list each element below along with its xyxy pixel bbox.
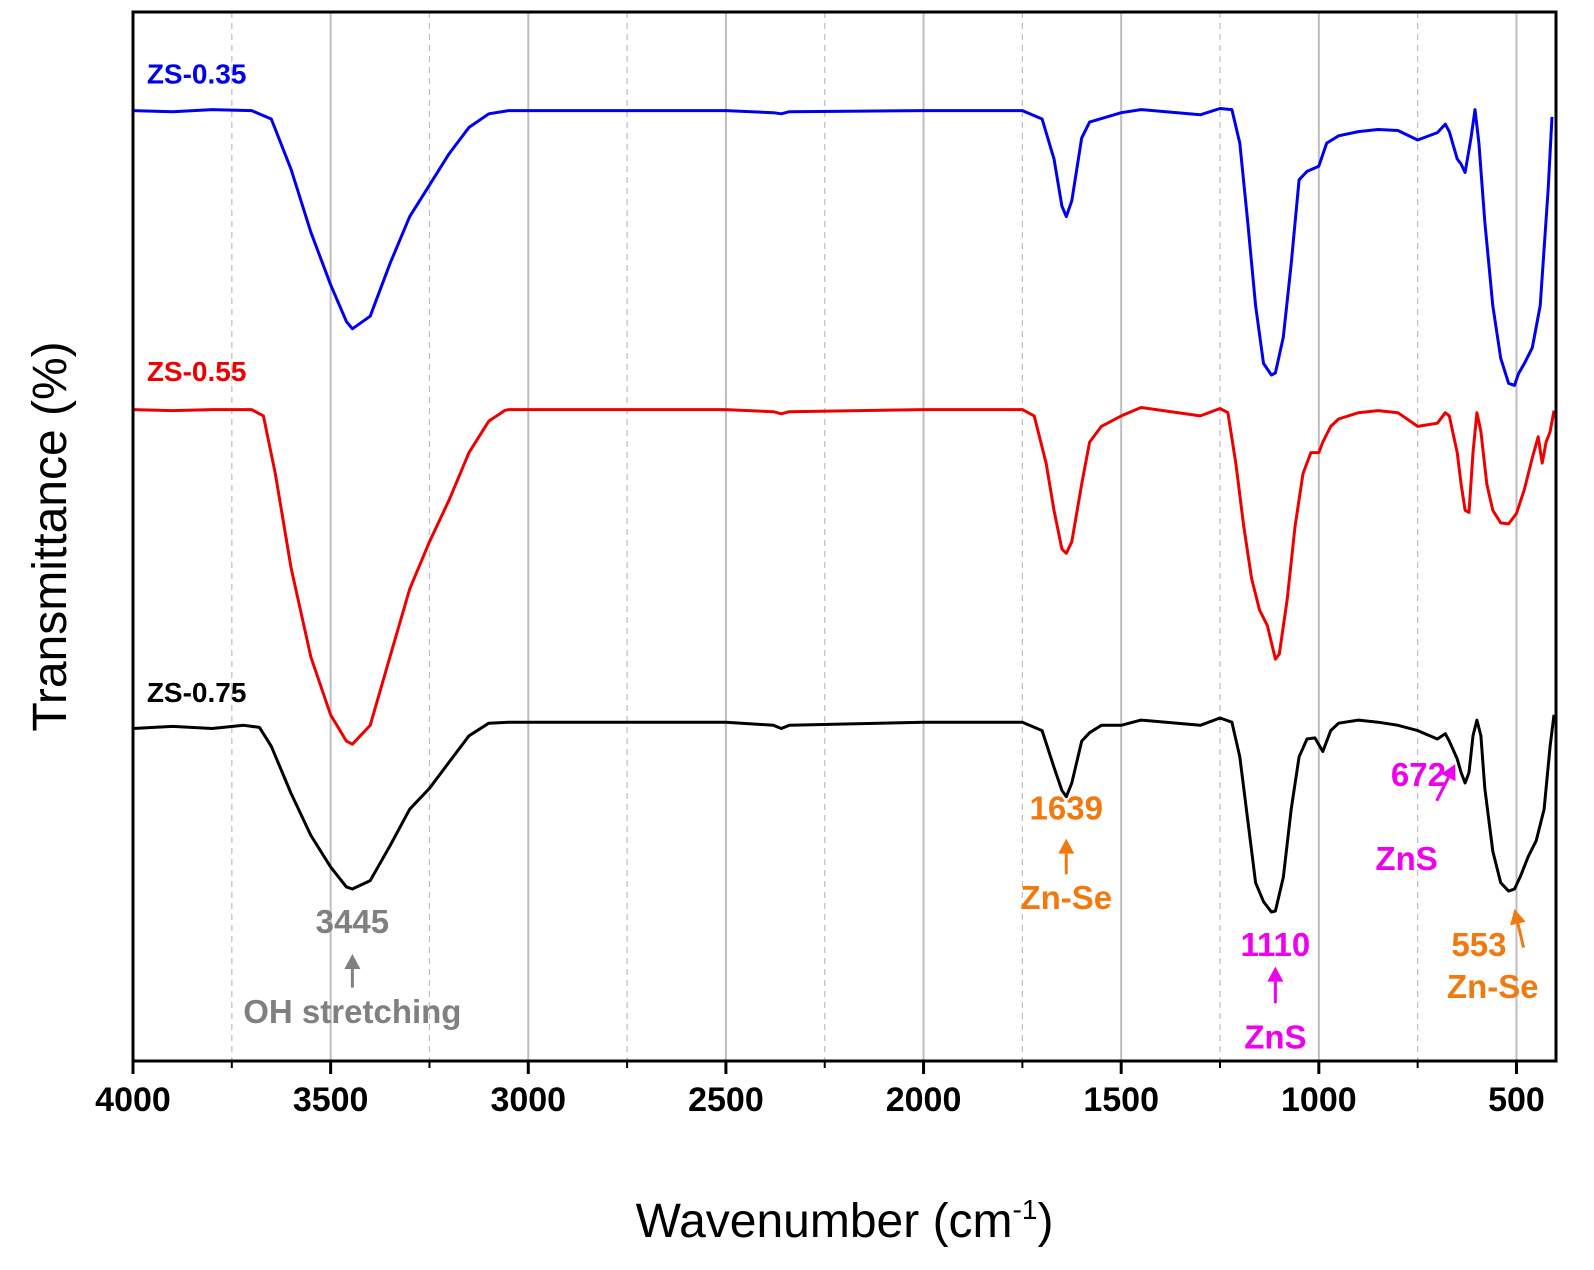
x-axis-ticks: 4000 3500 3000 2500 2000 1500 1000 500 — [95, 1061, 1545, 1119]
annotation-arrow-head — [1441, 764, 1456, 782]
x-tick-label: 2000 — [886, 1081, 962, 1119]
annotation-arrow-head — [1058, 838, 1075, 854]
annotation-arrow-shaft — [1516, 923, 1526, 949]
x-tick-label: 3000 — [490, 1081, 566, 1119]
peak-value-label: 1639 — [1030, 790, 1103, 827]
series-label: ZS-0.55 — [147, 356, 247, 387]
x-tick-label: 3500 — [293, 1081, 369, 1119]
peak-annotation: 1639 Zn-Se — [1020, 790, 1112, 916]
x-tick-label: 1500 — [1083, 1081, 1159, 1119]
peak-assignment-label: ZnS — [1375, 840, 1437, 877]
x-axis-title-main: Wavenumber (cm — [636, 1195, 1013, 1248]
peak-value-label: 1110 — [1240, 926, 1310, 963]
x-axis-title: Wavenumber (cm-1) — [636, 1194, 1054, 1248]
annotation-arrow-shaft — [1435, 776, 1450, 802]
series-labels: ZS-0.35 ZS-0.55 ZS-0.75 — [147, 58, 247, 708]
plot-frame — [131, 10, 1558, 1063]
peak-annotation: 553 Zn-Se — [1447, 908, 1539, 1005]
x-axis-title-close: ) — [1037, 1195, 1053, 1248]
x-tick-label: 500 — [1488, 1081, 1545, 1119]
series-line-zs-0-55 — [132, 406, 1556, 746]
peak-assignment-label: ZnS — [1244, 1018, 1306, 1055]
peak-annotations: 3445 OH stretching 1639 Zn-Se 1110 ZnS 553 Zn-S… — [243, 756, 1538, 1055]
peak-assignment-label: Zn-Se — [1447, 968, 1539, 1005]
series-label: ZS-0.35 — [147, 58, 247, 89]
peak-annotation: 672 ZnS — [1375, 756, 1456, 877]
series-line-zs-0-75 — [132, 714, 1556, 914]
annotation-arrow-head — [344, 954, 361, 970]
y-axis-title: Transmittance (%) — [24, 341, 77, 731]
x-tick-label: 1000 — [1281, 1081, 1357, 1119]
grid-lines — [231, 12, 1518, 1061]
peak-annotation: 1110 ZnS — [1240, 926, 1310, 1055]
peak-assignment-label: OH stretching — [243, 993, 461, 1030]
series-line-zs-0-35 — [132, 107, 1554, 387]
series-label: ZS-0.75 — [147, 677, 247, 708]
peak-value-label: 553 — [1451, 926, 1506, 963]
x-tick-label: 4000 — [95, 1081, 171, 1119]
peak-value-label: 672 — [1391, 756, 1446, 793]
series-layer — [132, 107, 1556, 914]
x-axis-title-superscript: -1 — [1013, 1194, 1038, 1225]
x-tick-label: 2500 — [688, 1081, 764, 1119]
annotation-arrow-head — [1267, 966, 1284, 982]
peak-annotation: 3445 OH stretching — [243, 903, 461, 1030]
peak-assignment-label: Zn-Se — [1020, 879, 1112, 916]
annotation-arrow-head — [1510, 908, 1526, 926]
peak-value-label: 3445 — [316, 903, 389, 940]
